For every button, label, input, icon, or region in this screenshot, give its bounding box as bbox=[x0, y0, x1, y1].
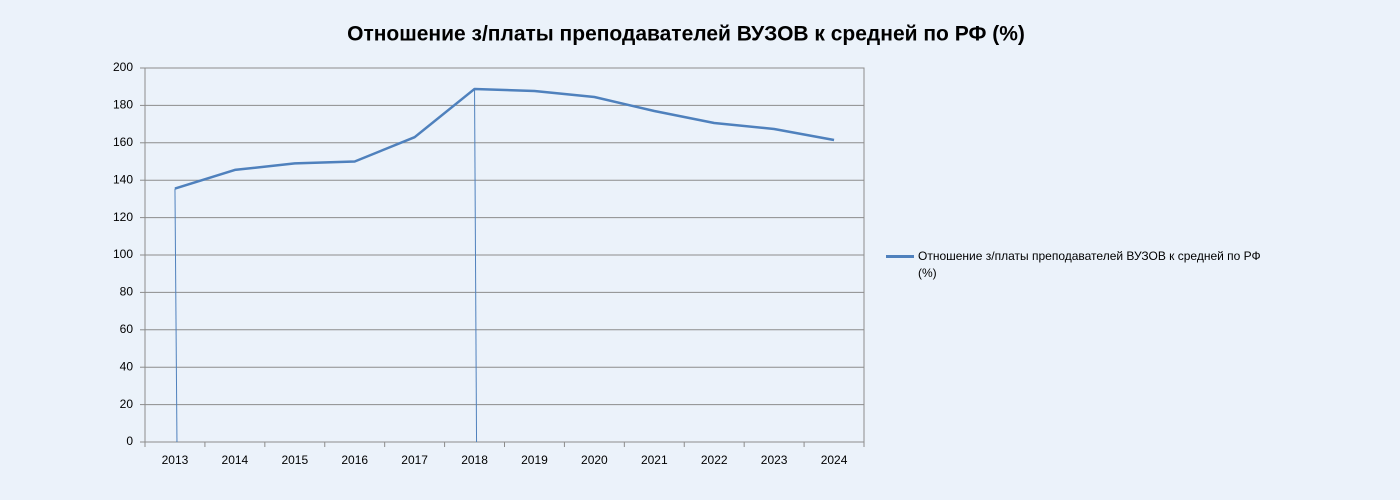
y-tick-label: 60 bbox=[120, 322, 134, 336]
y-tick-label: 100 bbox=[113, 247, 133, 261]
y-tick-label: 180 bbox=[113, 98, 133, 112]
x-tick-label: 2024 bbox=[821, 453, 848, 467]
drop-line bbox=[474, 88, 478, 443]
y-tick-label: 0 bbox=[126, 434, 133, 448]
chart-title: Отношение з/платы преподавателей ВУЗОВ к… bbox=[347, 23, 1025, 46]
x-tick-label: 2017 bbox=[401, 453, 428, 467]
y-tick-label: 80 bbox=[120, 285, 134, 299]
x-tick-label: 2021 bbox=[641, 453, 668, 467]
y-tick-label: 40 bbox=[120, 359, 134, 373]
y-tick-label: 140 bbox=[113, 172, 133, 186]
y-tick-label: 120 bbox=[113, 210, 133, 224]
x-tick-label: 2019 bbox=[521, 453, 548, 467]
x-tick-label: 2016 bbox=[341, 453, 368, 467]
legend: Отношение з/платы преподавателей ВУЗОВ к… bbox=[886, 248, 1266, 282]
drop-line bbox=[174, 188, 178, 443]
series-line bbox=[174, 87, 835, 190]
y-tick-label: 200 bbox=[113, 60, 133, 74]
legend-swatch bbox=[886, 255, 914, 258]
x-tick-label: 2020 bbox=[581, 453, 608, 467]
x-tick-label: 2014 bbox=[222, 453, 249, 467]
x-tick-label: 2023 bbox=[761, 453, 788, 467]
x-tick-label: 2013 bbox=[162, 453, 189, 467]
y-tick-label: 160 bbox=[113, 135, 133, 149]
x-tick-label: 2015 bbox=[281, 453, 308, 467]
x-tick-label: 2022 bbox=[701, 453, 728, 467]
legend-label: Отношение з/платы преподавателей ВУЗОВ к… bbox=[918, 249, 1261, 280]
y-tick-label: 20 bbox=[120, 397, 134, 411]
x-tick-label: 2018 bbox=[461, 453, 488, 467]
